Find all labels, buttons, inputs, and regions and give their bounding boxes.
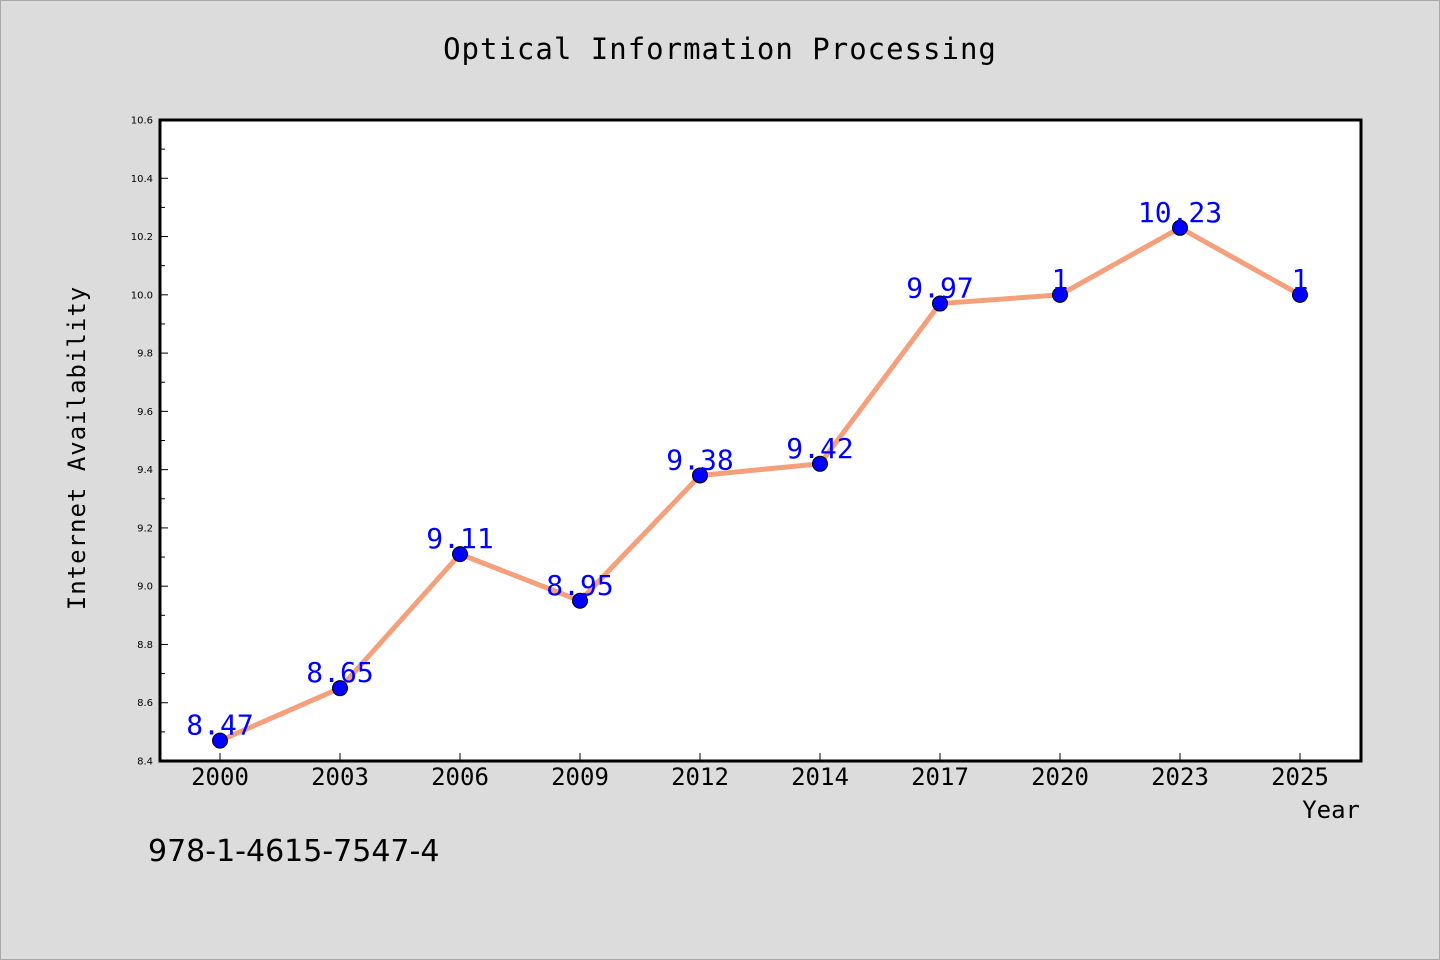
data-label: 8.65 — [306, 656, 373, 689]
y-tick-label: 10.4 — [131, 174, 153, 185]
y-tick-label: 9.2 — [137, 523, 153, 534]
y-tick-label: 10.2 — [131, 232, 153, 243]
data-point — [212, 732, 228, 749]
data-label: 8.95 — [546, 569, 613, 602]
data-label: 9.97 — [906, 272, 973, 305]
y-tick-label: 9.0 — [137, 582, 153, 593]
isbn-annotation: 978-1-4615-7547-4 — [148, 834, 440, 869]
series-layer — [212, 219, 1308, 749]
y-tick-label: 9.6 — [137, 407, 153, 418]
x-tick-label: 2023 — [1151, 763, 1209, 791]
x-tick-label: 2006 — [431, 763, 489, 791]
series-line — [217, 225, 1303, 744]
data-point — [572, 592, 588, 609]
data-point — [932, 295, 948, 312]
data-label: 1 — [1052, 263, 1069, 296]
data-point — [1172, 219, 1188, 236]
y-axis-ticks: 8.4 8.6 8.8 9.0 9.2 9.4 9.6 9.8 10.0 10.2 10.4 10.6 — [131, 116, 168, 768]
data-point — [692, 467, 708, 484]
x-tick-label: 2012 — [671, 763, 729, 791]
data-point — [1292, 286, 1308, 303]
data-label: 8.47 — [186, 709, 253, 742]
x-tick-label: 2003 — [311, 763, 369, 791]
y-axis-label: Internet Availability — [63, 285, 91, 611]
data-point — [332, 680, 348, 697]
x-axis-ticks: 2000 2003 2006 2009 2012 2014 2017 2020 2023 2025 — [191, 753, 1329, 791]
y-tick-label: 10.0 — [131, 290, 153, 301]
data-label: 9.38 — [666, 443, 733, 476]
x-tick-label: 2000 — [191, 763, 249, 791]
data-label-layer: 8.47 8.65 9.11 8.95 9.38 9.42 9.97 1 10.23 1 — [186, 196, 1308, 742]
x-tick-label: 2025 — [1271, 763, 1329, 791]
x-tick-label: 2020 — [1031, 763, 1089, 791]
data-label: 9.11 — [426, 522, 493, 555]
y-tick-label: 10.6 — [131, 116, 153, 127]
data-point — [452, 546, 468, 563]
y-tick-label: 9.4 — [137, 465, 153, 476]
data-label: 9.42 — [786, 432, 853, 465]
x-tick-label: 2009 — [551, 763, 609, 791]
data-label: 1 — [1292, 263, 1309, 296]
data-point — [1052, 286, 1068, 303]
y-tick-label: 8.6 — [137, 698, 153, 709]
y-tick-label: 9.8 — [137, 349, 153, 360]
plot-area — [160, 120, 1361, 761]
y-tick-label: 8.4 — [137, 757, 153, 768]
y-tick-label: 8.8 — [137, 640, 153, 651]
x-axis-label: Year — [1302, 796, 1360, 824]
data-point — [812, 455, 828, 472]
data-label: 10.23 — [1138, 196, 1222, 229]
x-tick-label: 2014 — [791, 763, 849, 791]
plot-border — [158, 118, 1363, 763]
chart-title: Optical Information Processing — [443, 32, 997, 66]
x-tick-label: 2017 — [911, 763, 969, 791]
